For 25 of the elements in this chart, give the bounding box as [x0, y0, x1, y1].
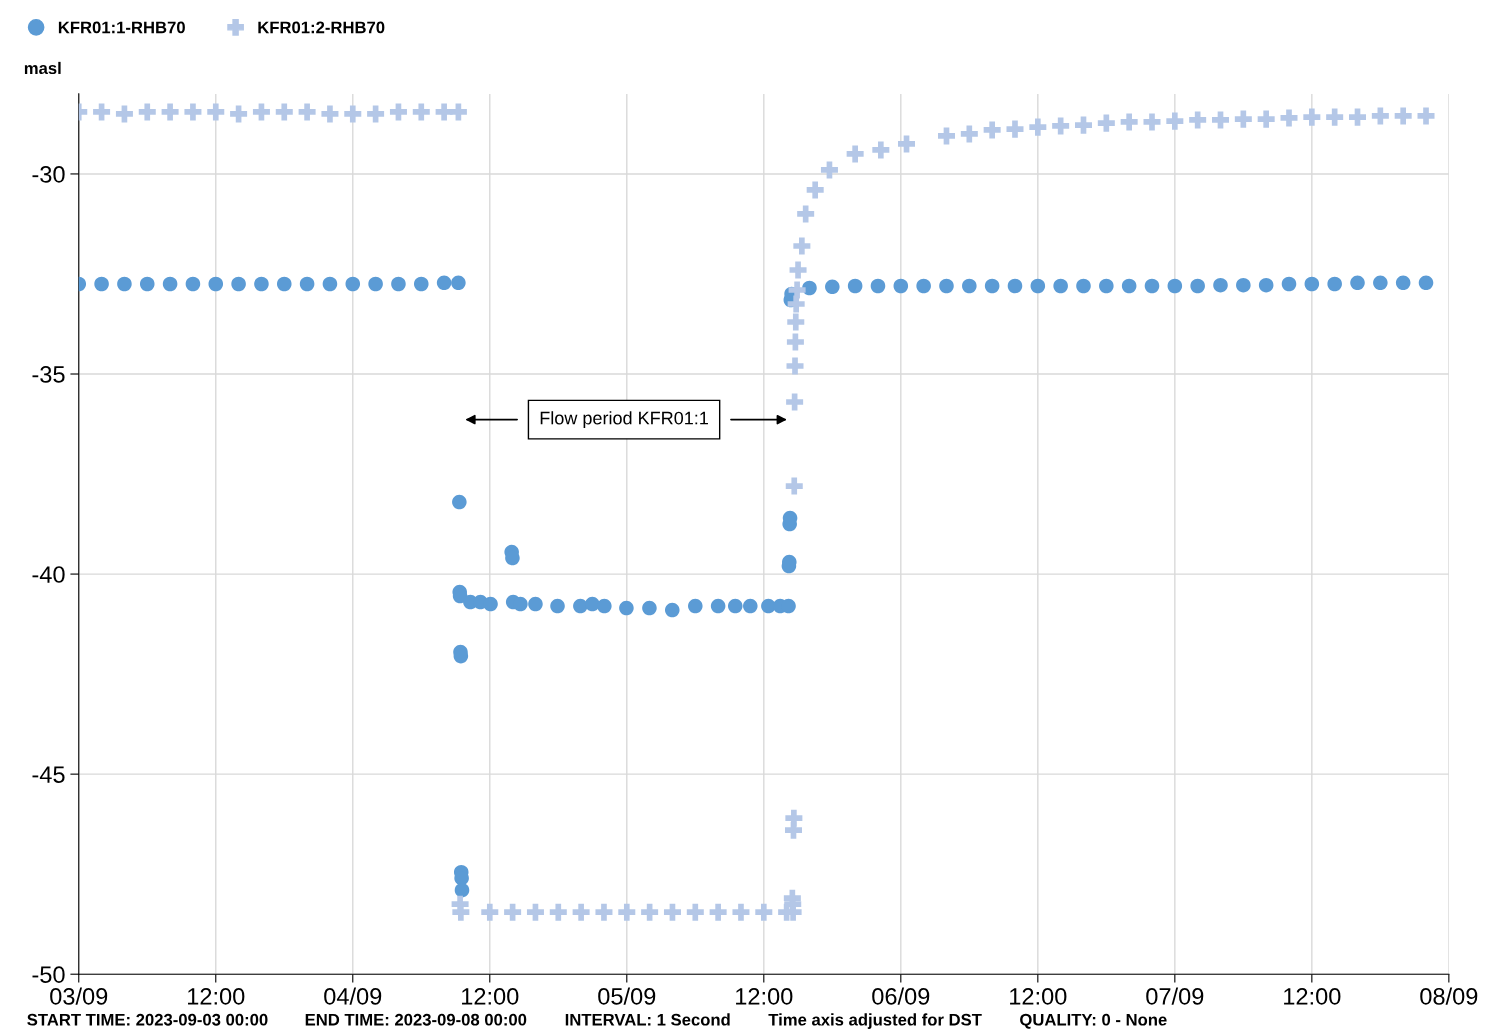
x-tick-label: 07/09	[1146, 987, 1204, 1005]
x-tick-label: 05/09	[598, 987, 656, 1005]
y-tick-label: -35	[32, 366, 65, 383]
text: Time axis adjusted for DST	[768, 1013, 982, 1029]
text: QUALITY: 0 - None	[1020, 1013, 1167, 1029]
annotation: Flow period KFR01:1	[540, 411, 708, 429]
x-tick-label: 12:00	[736, 988, 793, 1005]
text: INTERVAL: 1 Second	[565, 1013, 730, 1026]
legend-label: KFR01:1-RHB70	[58, 21, 185, 34]
x-tick-label: 12:00	[1284, 988, 1341, 1005]
x-tick-label: 12:00	[462, 988, 519, 1005]
y-tick-label: -40	[32, 566, 65, 583]
legend-label: KFR01:2-RHB70	[258, 21, 385, 34]
y-tick-label: -30	[32, 166, 65, 183]
x-tick-label: 12:00	[188, 988, 245, 1005]
text: END TIME: 2023-09-08 00:00	[305, 1013, 527, 1026]
x-tick-label: 08/09	[1420, 987, 1478, 1005]
x-tick-label: 03/09	[50, 987, 108, 1005]
y-axis-title: masl	[24, 61, 61, 75]
x-tick-label: 04/09	[324, 987, 382, 1005]
y-tick-label: -50	[32, 966, 65, 983]
x-tick-label: 06/09	[872, 987, 930, 1005]
x-tick-label: 12:00	[1010, 988, 1067, 1005]
text: START TIME: 2023-09-03 00:00	[27, 1013, 268, 1026]
y-tick-label: -45	[32, 766, 65, 783]
